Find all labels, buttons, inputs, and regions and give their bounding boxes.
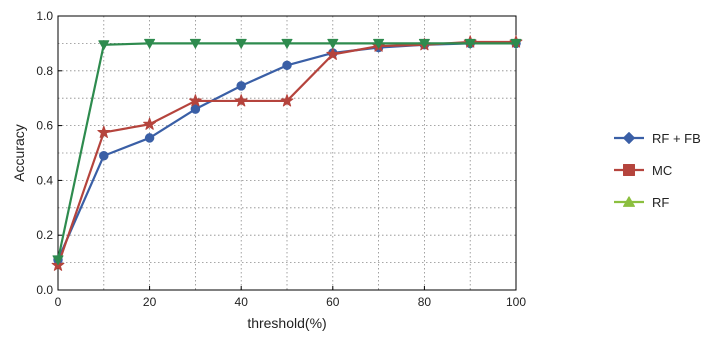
data-point-rf <box>373 38 385 49</box>
y-tick-label: 0.6 <box>36 119 53 133</box>
legend-item-mc: MC <box>614 163 672 178</box>
x-tick-label: 20 <box>143 295 157 309</box>
data-point-rf <box>189 38 201 49</box>
data-point-mc <box>234 94 248 107</box>
data-point-rf <box>281 38 293 49</box>
x-axis-label: threshold(%) <box>247 315 326 331</box>
plot-frame <box>57 15 517 291</box>
legend-marker-rf <box>623 196 635 207</box>
series-layer <box>51 35 523 271</box>
data-point-mc <box>326 47 340 60</box>
x-tick-label: 0 <box>55 295 62 309</box>
data-point-rf-fb <box>99 150 109 161</box>
tick-layer: 0 20 40 60 80 100 0.0 0.2 0.4 0.6 0.8 1.0 <box>36 9 526 309</box>
data-point-rf-fb <box>144 133 155 143</box>
y-tick-label: 0.8 <box>36 64 53 78</box>
legend-label-rf: RF <box>652 195 669 210</box>
y-axis-label: Accuracy <box>11 124 27 182</box>
series-line-rf <box>56 42 516 261</box>
data-point-rf-fb <box>282 60 292 71</box>
y-tick-label: 0.0 <box>36 283 53 297</box>
data-point-mc <box>188 94 202 107</box>
data-point-rf <box>98 40 110 51</box>
series-line-mc <box>56 40 516 266</box>
y-tick-label: 0.4 <box>36 173 53 187</box>
data-point-rf <box>144 38 156 49</box>
x-tick-label: 60 <box>326 295 340 309</box>
data-point-rf <box>52 255 64 266</box>
legend-marker-mc <box>623 164 635 176</box>
series-line-rf-fb <box>56 42 516 261</box>
grid-layer <box>58 16 516 290</box>
data-point-rf <box>235 38 247 49</box>
x-tick-label: 80 <box>418 295 432 309</box>
data-point-rf <box>510 38 522 49</box>
legend-marker-rf-fb <box>623 132 635 144</box>
legend-label-rf-fb: RF + FB <box>652 131 701 146</box>
data-point-rf <box>327 38 339 49</box>
series-rf <box>52 38 522 266</box>
x-tick-label: 100 <box>506 295 526 309</box>
data-point-rf <box>464 38 476 49</box>
data-point-rf-fb <box>236 81 246 91</box>
y-tick-label: 1.0 <box>36 9 53 23</box>
data-point-mc <box>143 117 157 130</box>
data-point-rf-fb <box>190 104 201 114</box>
legend-label-mc: MC <box>652 163 672 178</box>
data-point-mc <box>280 94 294 107</box>
data-point-mc <box>97 125 111 139</box>
legend-item-rf: RF <box>614 195 669 210</box>
y-tick-label: 0.2 <box>36 228 53 242</box>
data-point-rf <box>418 38 430 49</box>
legend: RF + FB MC RF <box>614 131 701 210</box>
legend-item-rf-fb: RF + FB <box>614 131 701 146</box>
x-tick-label: 40 <box>235 295 249 309</box>
